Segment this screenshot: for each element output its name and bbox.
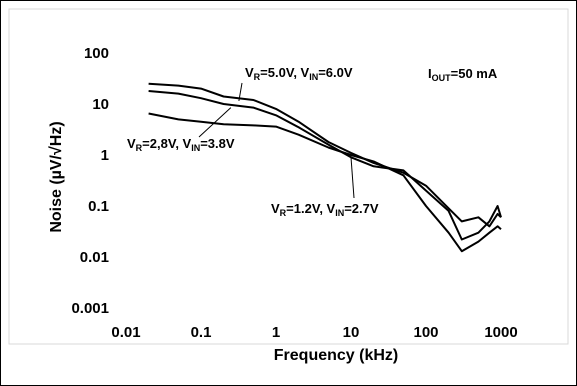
series-line-2 bbox=[148, 90, 502, 241]
x-tick-label: 0.01 bbox=[111, 324, 140, 341]
y-tick-label: 0.001 bbox=[71, 300, 109, 317]
y-tick-label: 0.01 bbox=[80, 249, 109, 266]
y-tick-label: 1 bbox=[101, 147, 109, 164]
x-tick-label: 1000 bbox=[484, 324, 517, 341]
plot-area bbox=[8, 8, 569, 345]
y-tick-label: 0.1 bbox=[88, 198, 109, 215]
leader-line-2-8v bbox=[198, 107, 232, 138]
annotation-vr-2-8v: VR=2,8V, VIN=3.8V bbox=[127, 136, 235, 153]
x-tick-label: 1 bbox=[272, 324, 280, 341]
y-tick-label: 10 bbox=[92, 96, 109, 113]
leader-line-5v bbox=[238, 82, 243, 101]
x-tick-label: 0.1 bbox=[191, 324, 212, 341]
series-line-3 bbox=[148, 112, 502, 253]
leader-line-1-2v bbox=[350, 157, 355, 199]
x-tick-label: 100 bbox=[413, 324, 438, 341]
x-axis-title: Frequency (kHz) bbox=[274, 347, 398, 364]
annotation-vr-1-2v: VR=1.2V, VIN=2.7V bbox=[271, 201, 379, 218]
x-tick-label: 10 bbox=[343, 324, 360, 341]
annotation-iout: IOUT=50 mA bbox=[428, 66, 498, 83]
annotation-vr-5v: VR=5.0V, VIN=6.0V bbox=[245, 65, 353, 82]
y-axis-title: Noise (µV/√Hz) bbox=[48, 121, 65, 232]
y-tick-label: 100 bbox=[84, 45, 109, 62]
